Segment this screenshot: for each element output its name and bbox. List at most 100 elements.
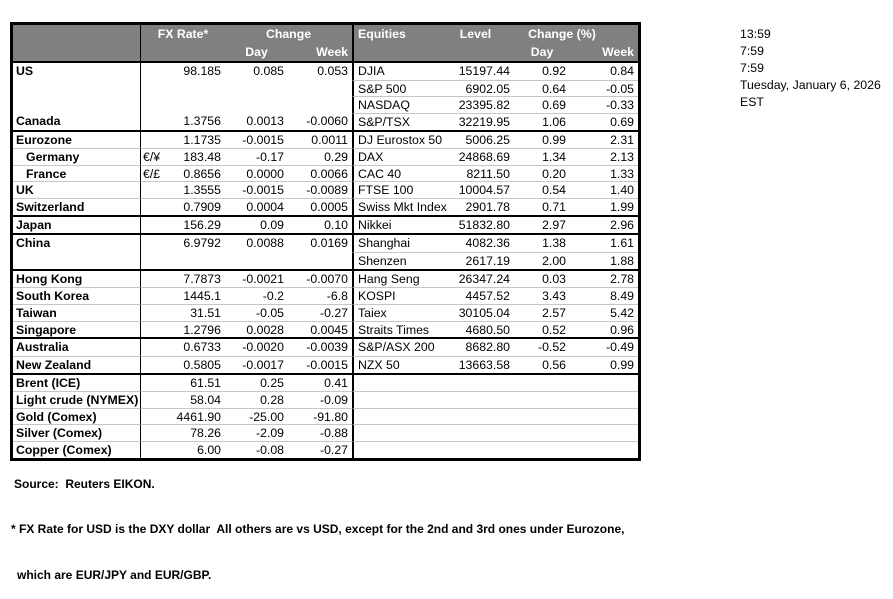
symbol-cell (140, 287, 168, 304)
table-group: Australia 0.6733 -0.0020 -0.0039 S&P/ASX 200… (13, 337, 638, 373)
equity-cell: Straits Times (352, 320, 457, 338)
fx-rate-cell: 156.29 (183, 217, 221, 232)
fx-week-cell (288, 252, 352, 269)
eq-week-cell (570, 407, 638, 425)
eq-day-cell (514, 424, 570, 441)
timestamp-line: 13:59 (740, 27, 771, 41)
equity-cell: DAX (352, 148, 457, 165)
country-cell (13, 96, 140, 113)
level-cell: 24868.69 (457, 148, 514, 165)
equity-cell (352, 424, 457, 442)
fx-day-cell: -25.00 (225, 407, 288, 425)
country-cell: Singapore (13, 320, 140, 338)
fx-rate-cell (168, 252, 225, 269)
country-cell (13, 252, 140, 269)
fx-day-cell: -0.0021 (242, 271, 284, 286)
country-cell: Hong Kong (16, 271, 83, 286)
fx-day-cell: 0.085 (253, 64, 284, 78)
level-cell: 2901.78 (457, 198, 514, 215)
symbol-cell (140, 181, 168, 199)
header-equities: Equities (352, 25, 457, 43)
country-cell: Switzerland (13, 198, 140, 215)
country-cell: Gold (Comex) (13, 407, 140, 425)
fx-week-cell: -91.80 (288, 407, 352, 425)
country-cell: Brent (ICE) (16, 375, 81, 390)
fx-day-cell (225, 80, 288, 97)
header-fx-day: Day (245, 45, 268, 59)
symbol-cell (140, 374, 168, 392)
level-cell: 4680.50 (457, 320, 514, 338)
level-cell (457, 424, 514, 441)
level-cell (457, 391, 514, 408)
fx-week-cell: 0.0169 (310, 236, 348, 251)
symbol-cell (140, 424, 168, 442)
symbol-cell (140, 79, 168, 97)
level-cell: 32219.95 (457, 112, 514, 130)
symbol-cell (140, 270, 168, 288)
fx-week-cell: 0.0066 (288, 164, 352, 182)
level-cell: 13663.58 (457, 355, 514, 373)
eq-week-cell: 8.49 (570, 287, 638, 304)
equity-cell: Hang Seng (352, 270, 457, 288)
fx-day-cell: 0.09 (260, 217, 284, 232)
country-cell: China (16, 236, 51, 251)
level-cell: 2617.19 (457, 252, 514, 269)
fx-week-cell: -0.0089 (288, 181, 352, 198)
fx-day-cell: -0.0015 (225, 181, 288, 198)
country-cell: Light crude (NYMEX) (13, 391, 140, 408)
fx-rate-cell: 183.48 (168, 148, 225, 165)
eq-day-cell: -0.52 (537, 340, 566, 355)
fx-week-cell: 0.10 (324, 217, 348, 232)
header-blank (140, 43, 225, 61)
eq-day-cell: 0.20 (514, 164, 570, 182)
eq-week-cell: 2.96 (610, 217, 634, 232)
equity-cell: DJ Eurostox 50 (352, 131, 457, 149)
eq-week-cell: 0.84 (610, 64, 634, 78)
fx-rate-cell: 1.3756 (183, 113, 221, 128)
eq-day-cell: 0.54 (514, 181, 570, 198)
eq-week-cell: 0.69 (570, 112, 638, 130)
equity-cell: Shenzen (352, 252, 457, 269)
level-cell: 30105.04 (457, 303, 514, 321)
table-row: Germany €/¥ 183.48 -0.17 0.29 DAX 24868.69 1.34… (13, 148, 638, 165)
eq-week-cell: 1.40 (570, 181, 638, 198)
table-group: Japan 156.29 0.09 0.10 Nikkei 51832.80 2.97 2.9… (13, 214, 638, 234)
eq-week-cell: -0.05 (570, 79, 638, 97)
fx-rate-cell: 1.1735 (183, 132, 221, 147)
level-cell (457, 375, 514, 392)
eq-week-cell: -0.49 (605, 340, 634, 355)
country-cell: UK (13, 181, 140, 198)
table-group: US 98.185 0.085 0.053 DJIA 15197.44 0.92 0.84 S&… (13, 63, 638, 130)
fx-rate-footnote: * FX Rate for USD is the DXY dollar All … (11, 522, 625, 537)
eq-week-cell (570, 424, 638, 441)
symbol-cell: €/¥ (140, 148, 168, 165)
level-cell: 5006.25 (465, 132, 510, 147)
symbol-cell (140, 63, 168, 80)
fx-week-cell: 0.0045 (288, 320, 352, 338)
equity-cell: FTSE 100 (352, 181, 457, 199)
fx-week-cell: -0.27 (288, 441, 352, 458)
fx-rate-cell: 1.3555 (168, 181, 225, 198)
timestamp-line: 7:59 (740, 60, 764, 75)
table-row: France €/£ 0.8656 0.0000 0.0066 CAC 40 8211.50… (13, 164, 638, 182)
footnotes: Source: Reuters EIKON. * FX Rate for USD… (11, 446, 624, 599)
eq-week-cell: 2.78 (610, 271, 634, 286)
page: { "timestamp_panel": { "lines": ["13:59"… (10, 22, 881, 583)
header-eq-day: Day (530, 45, 554, 59)
country-cell: Japan (16, 217, 52, 232)
symbol-cell (140, 96, 168, 113)
symbol-cell (140, 252, 168, 269)
header-fx-rate: FX Rate* (140, 25, 225, 43)
fx-rate-cell: 0.5805 (168, 355, 225, 373)
table-group: China 6.9792 0.0088 0.0169 Shanghai 4082.36 1.… (13, 233, 638, 269)
table-row: Taiwan 31.51 -0.05 -0.27 Taiex 30105.04 2.57 5.… (13, 303, 638, 321)
fx-rate-cell (168, 96, 225, 113)
eq-week-cell: 0.96 (570, 320, 638, 338)
fx-equities-table: FX Rate* Change Equities Level Change (%… (10, 22, 641, 461)
symbol-cell (140, 407, 168, 425)
header-row-1: FX Rate* Change Equities Level Change (%… (13, 25, 638, 43)
fx-day-cell: 0.0000 (225, 164, 288, 182)
fx-day-cell: 0.0004 (225, 198, 288, 215)
header-change-pct: Change (%) (528, 27, 596, 41)
country-cell: Copper (Comex) (13, 441, 140, 458)
